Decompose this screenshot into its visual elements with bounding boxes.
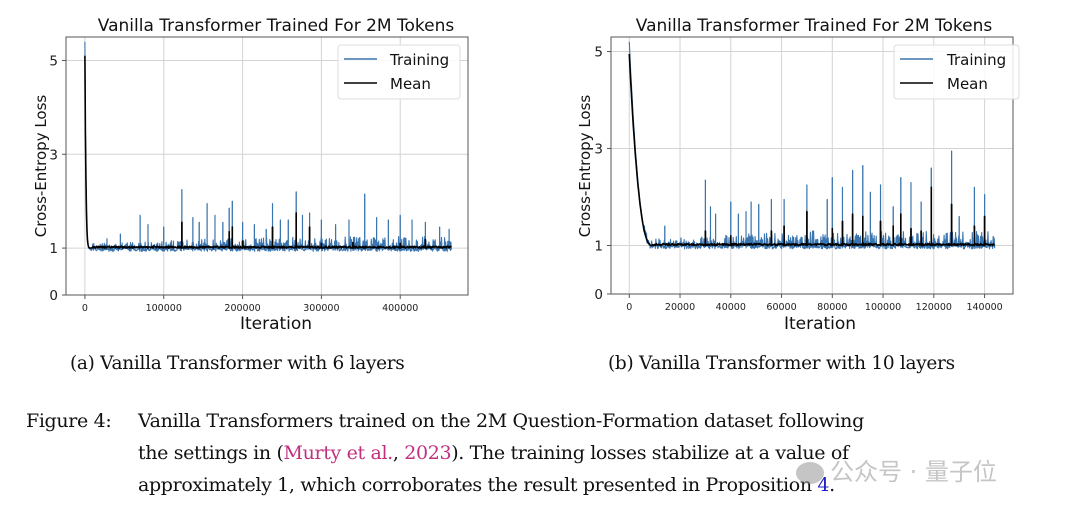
- plot-area: [628, 41, 996, 250]
- legend-label-training: Training: [946, 51, 1006, 69]
- x-tick-label: 20000: [665, 302, 695, 313]
- axes-frame: [65, 36, 469, 296]
- citation-year-link[interactable]: 2023: [404, 442, 452, 464]
- series-line-mean: [84, 55, 452, 249]
- caption-text: ). The training losses stabilize at a va…: [451, 442, 849, 464]
- watermark: 公众号 · 量子位: [796, 452, 997, 487]
- citation-author-link[interactable]: Murty et al.: [283, 442, 394, 464]
- chart-title: Vanilla Transformer Trained For 2M Token…: [636, 16, 993, 36]
- x-tick-label: 120000: [916, 302, 952, 313]
- x-tick-label: 140000: [966, 302, 1002, 313]
- watermark-text: 公众号 · 量子位: [830, 458, 997, 486]
- x-ticks: 0 20000 40000 60000 80000 100000 120000 140000: [626, 294, 1003, 313]
- y-tick-label: 0: [594, 287, 603, 303]
- x-tick-label: 100000: [865, 302, 901, 313]
- caption-text: ,: [392, 442, 405, 464]
- x-tick-label: 60000: [766, 302, 796, 313]
- x-tick-label: 100000: [146, 303, 182, 314]
- x-ticks: 0 100000 200000 300000 400000: [82, 295, 418, 314]
- x-tick-label: 80000: [817, 302, 847, 313]
- chart-b-10-layers: Vanilla Transformer Trained For 2M Token…: [576, 16, 1020, 334]
- y-tick-label: 5: [594, 45, 603, 61]
- y-tick-label: 5: [49, 53, 58, 69]
- x-tick-label: 0: [82, 303, 88, 314]
- caption-text: .: [829, 474, 835, 496]
- legend: Training Mean: [893, 44, 1020, 100]
- subcaption-b: (b) Vanilla Transformer with 10 layers: [608, 353, 955, 374]
- y-ticks: 0 1 3 5: [594, 45, 611, 303]
- y-axis-label: Cross-Entropy Loss: [32, 95, 50, 238]
- y-tick-label: 3: [594, 142, 603, 158]
- legend-label-training: Training: [389, 51, 449, 69]
- subcaption-a: (a) Vanilla Transformer with 6 layers: [70, 353, 405, 374]
- x-tick-label: 300000: [303, 303, 339, 314]
- x-tick-label: 400000: [382, 303, 418, 314]
- y-tick-label: 0: [49, 288, 58, 304]
- y-ticks: 0 1 3 5: [49, 53, 66, 304]
- wechat-icon: [796, 462, 824, 484]
- x-axis-label: Iteration: [784, 314, 856, 334]
- legend-label-mean: Mean: [390, 75, 431, 93]
- x-tick-label: 200000: [224, 303, 260, 314]
- caption-text: the settings in (: [138, 442, 284, 464]
- figure-label: Figure 4:: [26, 410, 112, 432]
- caption-line-2: the settings in (Murty et al., 2023). Th…: [138, 437, 849, 469]
- x-tick-label: 40000: [716, 302, 746, 313]
- x-axis-label: Iteration: [240, 314, 312, 334]
- caption-line-1: Vanilla Transformers trained on the 2M Q…: [138, 410, 864, 432]
- caption-line-3: approximately 1, which corroborates the …: [138, 469, 835, 501]
- y-tick-label: 1: [49, 241, 58, 257]
- caption-text: approximately 1, which corroborates the …: [138, 474, 818, 496]
- x-tick-label: 0: [626, 302, 632, 313]
- y-tick-label: 3: [49, 147, 58, 163]
- chart-a-6-layers: Vanilla Transformer Trained For 2M Token…: [32, 16, 469, 334]
- legend-label-mean: Mean: [947, 75, 988, 93]
- legend: Training Mean: [337, 44, 461, 100]
- chart-title: Vanilla Transformer Trained For 2M Token…: [98, 16, 455, 36]
- y-axis-label: Cross-Entropy Loss: [576, 95, 594, 238]
- plot-area: [84, 41, 452, 252]
- axes-frame: [610, 36, 1014, 295]
- y-tick-label: 1: [594, 239, 603, 255]
- series-line-mean: [628, 53, 996, 247]
